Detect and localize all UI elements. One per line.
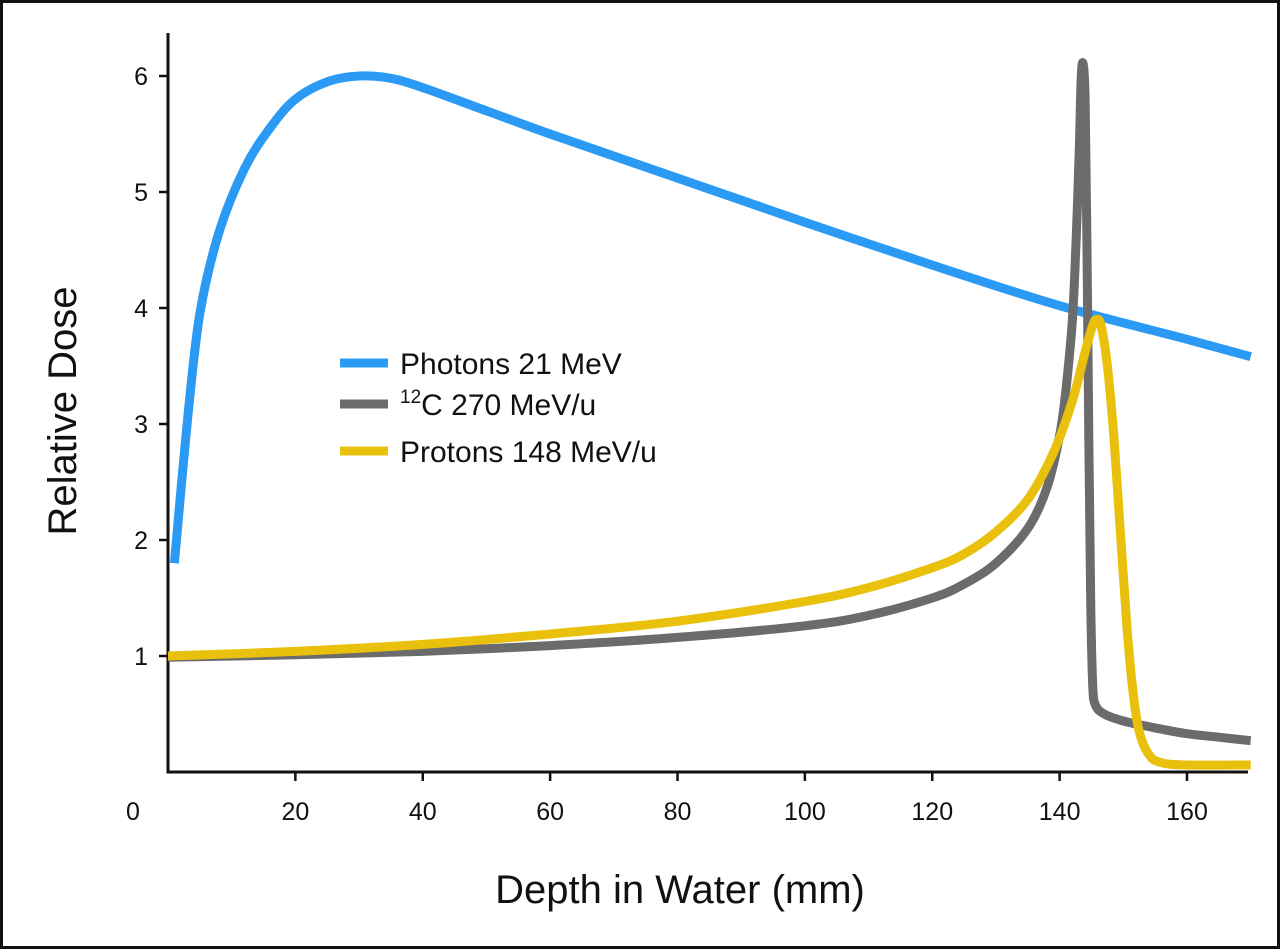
axes [166, 33, 1248, 774]
x-tick-label: 140 [1039, 798, 1081, 826]
x-tick-label: 60 [536, 798, 564, 826]
x-tick-label: 160 [1166, 798, 1208, 826]
x-tick-label: 80 [664, 798, 692, 826]
y-axis-title: Relative Dose [41, 286, 85, 535]
legend-text-main: C 270 MeV/u [421, 389, 596, 422]
x-tick-label: 100 [784, 798, 826, 826]
x-tick-label: 20 [281, 798, 309, 826]
series-line-carbon [167, 58, 1252, 746]
y-tick-label: 3 [134, 411, 148, 439]
series-line-photons [169, 71, 1252, 564]
x-tick-label: 0 [126, 798, 140, 826]
y-tick-label: 5 [134, 179, 148, 207]
legend-label-carbon: 12C 270 MeV/u [400, 387, 596, 422]
y-tick-label: 2 [134, 527, 148, 555]
legend-label-protons: Protons 148 MeV/u [400, 436, 657, 469]
series-layer [167, 58, 1252, 770]
x-tick-labels: 0 20 40 60 80 100 120 140 160 [126, 772, 1208, 826]
legend-superscript: 12 [400, 387, 421, 408]
x-tick-label: 120 [911, 798, 953, 826]
legend: Photons 21 MeV 12C 270 MeV/u Protons 148… [340, 348, 657, 469]
legend-label-photons: Photons 21 MeV [400, 348, 622, 381]
x-axis-title: Depth in Water (mm) [495, 868, 865, 912]
y-tick-label: 4 [134, 295, 148, 323]
x-tick-label: 40 [409, 798, 437, 826]
series-line-protons [167, 314, 1251, 770]
y-tick-labels: 1 2 3 4 5 6 [134, 63, 168, 671]
y-tick-label: 1 [134, 643, 148, 671]
y-tick-label: 6 [134, 63, 148, 91]
